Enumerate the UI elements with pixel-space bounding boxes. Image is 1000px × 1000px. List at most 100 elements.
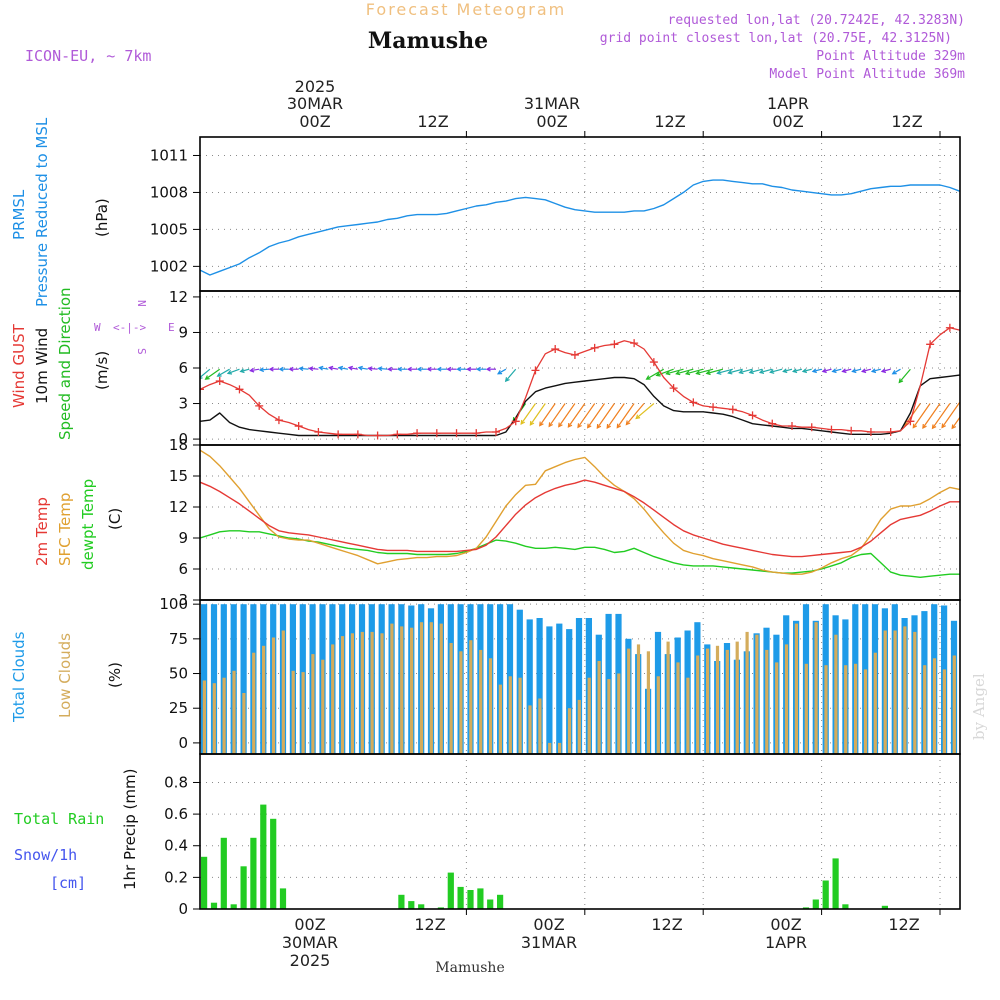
y-tick-label: 6 [178,560,188,578]
wind-direction-arrow [666,368,684,375]
wind-arrow-head [951,424,957,430]
y-tick-label: 100 [159,595,188,613]
low-cloud-bar [824,665,828,754]
gust-marker [788,422,796,431]
gust-marker [492,427,500,436]
rain-bar [832,858,839,909]
wind-direction-arrow [596,403,615,429]
gust-marker [827,425,836,434]
model-altitude: Model Point Altitude 369m [769,67,965,82]
wind-arrow-head [769,369,775,374]
compass-north: N [135,300,148,307]
low-cloud-bar [617,673,621,754]
wind-direction-arrow [529,403,546,426]
gust-marker [314,427,323,436]
total-cloud-bar [210,604,218,754]
wind-arrow-head [616,423,622,429]
low-cloud-bar [834,634,838,754]
gust-marker [531,366,540,375]
low-cloud-bar [784,644,789,754]
low-cloud-bar [291,670,295,754]
low-cloud-bar [488,658,493,754]
top-tick-label: 12Z [417,112,448,131]
low-cloud-bar [883,630,887,754]
temp-label-dew: dewpt Temp [79,479,97,570]
gust-marker [748,411,757,420]
wind-direction-arrow [749,368,763,374]
wind-arrow-head [396,366,402,372]
wind-arrow-head [898,378,904,384]
wind-direction-arrow [625,403,645,425]
wind-direction-arrow [606,403,625,429]
low-cloud-bar [469,640,473,754]
location-title: Mamushe [368,28,488,54]
wind-arrow-head [318,365,324,371]
wind-arrow-head [475,366,481,372]
low-cloud-bar [252,652,256,754]
gust-marker [393,430,402,439]
y-tick-label: 0 [178,734,188,752]
wind-arrow-head [695,370,701,376]
low-cloud-bar [863,669,868,754]
bottom-tick-label: 12Z [414,915,445,934]
wind-direction-arrow [822,368,832,373]
wind-arrow-head [446,366,452,372]
wind-arrow-head [891,369,897,375]
low-cloud-bar [666,641,670,754]
cloud-label-total: Total Clouds [10,631,28,723]
wind-arrow-head [870,368,877,374]
wind-arrow-head [596,423,602,430]
wind-direction-arrow [941,402,960,428]
wind-arrow-head [912,423,918,429]
rain-bar [477,888,484,909]
app-title: Forecast Meteogram [366,0,566,19]
wind-direction-arrow [217,368,230,377]
wind-arrow-head [239,368,245,374]
low-cloud-bar [686,677,690,754]
top-tick-label: 00Z [536,112,567,131]
y-tick-label: 9 [178,323,188,341]
bottom-tick-label: 12Z [888,915,919,934]
gust-marker [728,405,737,414]
wind-arrow-head [200,374,203,379]
wind-arrow-head [851,368,857,374]
rain-bar [842,904,849,909]
compass-arrows: <-|-> [113,321,146,334]
wind-arrow-head [990,419,994,423]
wind-arrow-head [357,365,363,371]
wind-arrow-head [466,366,472,372]
wind-arrow-head [258,367,265,373]
gust-marker [570,350,579,359]
low-cloud-bar [271,637,276,754]
low-cloud-bar [281,630,285,754]
temp-unit: (C) [106,508,124,530]
temp-2m-line [200,479,960,558]
wind-arrow-head [504,377,510,383]
wind-direction-arrow [646,368,665,380]
gust-marker [235,385,244,394]
low-cloud-bar [360,631,364,754]
bottom-day-label-1: 30MAR [282,933,338,952]
top-tick-label: 00Z [772,112,803,131]
watermark: by Angel [970,673,988,740]
wind-arrow-head [811,368,817,374]
wind-direction-arrow [548,403,566,427]
gust-marker [669,384,678,393]
low-cloud-bar [262,645,266,754]
y-tick-label: 18 [169,436,188,454]
low-cloud-bar [942,669,946,754]
wind-direction-arrow [587,403,605,428]
total-cloud-bar [526,619,533,754]
y-tick-label: 0.2 [164,868,188,886]
rain-bar [201,856,208,909]
gust-marker [847,426,856,435]
low-cloud-bar [449,643,453,754]
wind-direction-arrow [348,367,359,370]
low-cloud-bar [222,677,226,754]
top-tick-label: 12Z [654,112,685,131]
wind-direction-arrow [706,368,724,375]
gust-marker [709,403,718,412]
wind-direction-arrow [770,368,783,373]
wind-direction-arrow [696,368,714,375]
